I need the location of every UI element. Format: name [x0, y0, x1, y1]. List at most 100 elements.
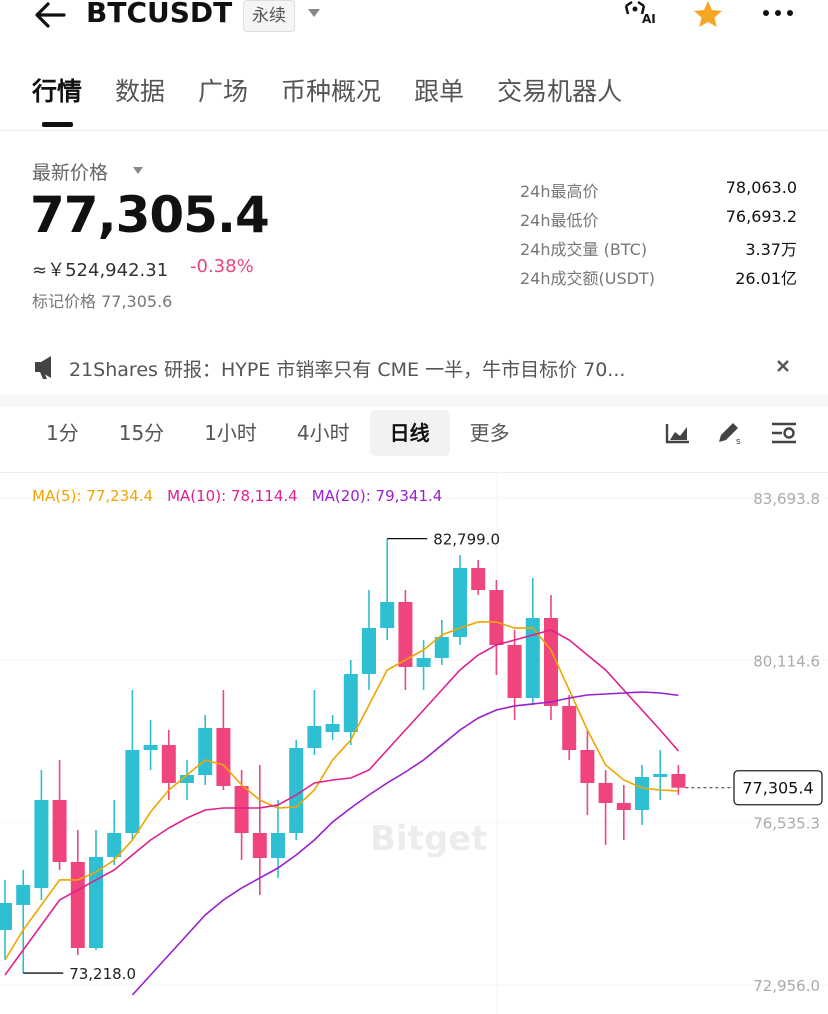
speaker-icon	[35, 356, 51, 379]
kline-chart: Bitget 83,693.8 80,114.6 76,535.3 72,956.0 MA…	[0, 472, 828, 1014]
candle-body	[52, 799, 67, 862]
candle-body	[653, 773, 668, 777]
candle-body	[635, 776, 649, 811]
candle-body	[489, 590, 504, 645]
candle-body	[598, 782, 613, 803]
tab[interactable]: 行情	[32, 77, 83, 106]
candle-body	[398, 601, 413, 667]
legend-entry: MA(5): 77,234.4	[32, 487, 153, 505]
candle-body	[89, 856, 103, 949]
indicator-icon[interactable]	[665, 422, 691, 444]
candle-body	[180, 774, 194, 783]
candle-body	[0, 902, 12, 931]
interval-tab[interactable]: 日线	[369, 410, 450, 456]
settings-icon[interactable]	[771, 421, 797, 445]
tab[interactable]: 跟单	[414, 77, 465, 106]
mark-price: 标记价格 77,305.6	[32, 292, 173, 311]
price-label: 最新价格	[32, 162, 109, 184]
candle-body	[544, 617, 558, 706]
close-icon[interactable]	[776, 359, 790, 373]
candle-body	[562, 705, 577, 751]
watermark: Bitget	[370, 819, 487, 859]
interval-tab[interactable]: 1分	[46, 421, 79, 445]
tab[interactable]: 广场	[198, 77, 249, 106]
candle-body	[34, 799, 49, 889]
candle-body	[216, 728, 231, 786]
ma-line	[4, 621, 679, 961]
extreme-label: 73,218.0	[69, 965, 136, 983]
candle-body	[198, 728, 213, 775]
candle-body	[343, 674, 358, 733]
extreme-label: 82,799.0	[433, 531, 500, 549]
candle-body	[107, 832, 122, 857]
stat-label: 24h最高价	[520, 182, 599, 201]
interval-tab[interactable]: 15分	[118, 421, 165, 445]
interval-tab[interactable]: 1小时	[204, 421, 257, 445]
tab[interactable]: 交易机器人	[497, 77, 623, 106]
star-icon[interactable]	[693, 0, 723, 28]
stat-label: 24h成交额(USDT)	[520, 269, 655, 288]
candle-body	[671, 773, 686, 788]
tab[interactable]: 币种概况	[281, 77, 382, 106]
ai-icon[interactable]	[622, 0, 662, 28]
draw-icon[interactable]: s	[716, 420, 744, 446]
candle-body	[307, 725, 322, 749]
ma-legend: MA(5): 77,234.4 MA(10): 78,114.4 MA(20): 7…	[32, 487, 442, 505]
candle-body	[453, 568, 467, 637]
interval-bar: 1分 15分 1小时 4小时 日线 更多	[26, 410, 530, 456]
candle-body	[271, 832, 285, 858]
candle-body	[616, 802, 631, 811]
candle-body	[289, 748, 304, 833]
candle-body	[434, 636, 449, 658]
divider	[0, 395, 828, 407]
cny-price: ≈￥524,942.31	[32, 260, 169, 281]
back-icon[interactable]	[34, 2, 66, 28]
legend-entry: MA(10): 78,114.4	[167, 487, 298, 505]
y-tick-label: 76,535.3	[753, 815, 820, 833]
svg-text:s: s	[736, 437, 741, 446]
contract-badge: 永续	[243, 0, 295, 32]
symbol[interactable]: BTCUSDT	[86, 0, 233, 29]
news-ticker[interactable]: 21Shares 研报：HYPE 市销率只有 CME 一半，牛市目标价 70..…	[69, 359, 626, 381]
divider	[0, 472, 828, 473]
candle-body	[161, 744, 176, 783]
candle-body	[143, 744, 158, 751]
last-price-label: 77,305.4	[742, 779, 813, 798]
candle-body	[70, 861, 85, 949]
candle-body	[380, 601, 395, 629]
candle-body	[125, 750, 140, 833]
candle-body	[416, 657, 431, 667]
dropdown-icon[interactable]	[307, 8, 321, 18]
tab-bar: 行情 数据 广场 币种概况 跟单 交易机器人	[32, 72, 622, 108]
candle-body	[325, 723, 340, 733]
more-icon[interactable]	[762, 8, 794, 18]
ai-label: AI	[642, 12, 656, 26]
stat-label: 24h成交量 (BTC)	[520, 240, 648, 259]
candle-body	[525, 617, 540, 698]
stat-value: 3.37万	[745, 240, 797, 259]
dropdown-icon[interactable]	[132, 166, 144, 175]
ma-line	[4, 629, 680, 976]
legend-entry: MA(20): 79,341.4	[312, 487, 443, 505]
candle-body	[362, 628, 376, 675]
stat-value: 78,063.0	[725, 178, 797, 197]
stat-value: 26.01亿	[735, 269, 797, 288]
y-tick-label: 83,693.8	[753, 490, 820, 508]
candle-body	[16, 884, 31, 905]
last-price-box	[733, 770, 823, 806]
interval-tab[interactable]: 4小时	[296, 421, 350, 445]
ma-line	[131, 691, 679, 996]
tab[interactable]: 数据	[115, 77, 166, 106]
candle-body	[252, 832, 267, 858]
candle-body	[471, 568, 486, 591]
stat-label: 24h最低价	[520, 211, 599, 230]
y-tick-label: 72,956.0	[753, 977, 820, 995]
y-tick-label: 80,114.6	[753, 652, 820, 670]
candle-body	[580, 750, 595, 783]
divider	[0, 130, 828, 131]
last-price: 77,305.4	[30, 186, 270, 244]
stat-value: 76,693.2	[725, 207, 797, 226]
interval-tab[interactable]: 更多	[469, 421, 510, 445]
tab-underline	[42, 122, 73, 127]
